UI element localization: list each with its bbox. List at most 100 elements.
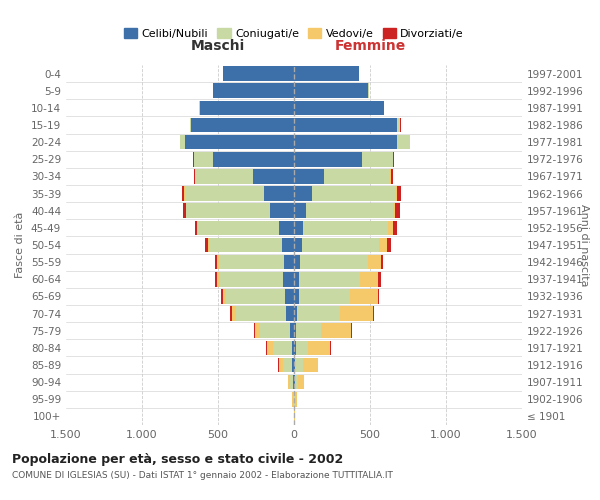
Bar [266,340,274,355]
Bar [285,289,294,304]
Bar [296,324,320,338]
Bar [236,306,286,321]
Bar [388,220,393,235]
Bar [294,118,397,132]
Bar [387,238,391,252]
Bar [350,289,377,304]
Bar [294,289,299,304]
Bar [209,238,282,252]
Bar [180,135,185,150]
Bar [302,238,379,252]
Bar [393,204,395,218]
Bar [377,289,379,304]
Bar [360,272,379,286]
Bar [397,118,400,132]
Bar [286,306,294,321]
Bar [282,238,294,252]
Bar [294,375,295,390]
Bar [351,324,352,338]
Bar [294,255,300,270]
Bar [223,289,226,304]
Bar [391,169,393,184]
Bar [325,169,390,184]
Bar [283,272,294,286]
Bar [215,255,217,270]
Bar [294,186,312,201]
Bar [279,220,294,235]
Bar [194,152,214,166]
Bar [219,255,284,270]
Bar [288,375,290,390]
Bar [182,186,184,201]
Bar [397,135,410,150]
Text: Femmine: Femmine [334,39,406,53]
Bar [299,272,360,286]
Bar [197,220,198,235]
Bar [293,375,294,390]
Bar [220,272,283,286]
Bar [221,289,223,304]
Text: Popolazione per età, sesso e stato civile - 2002: Popolazione per età, sesso e stato civil… [12,452,343,466]
Bar [253,169,294,184]
Bar [269,204,294,218]
Bar [254,324,255,338]
Bar [295,375,298,390]
Bar [279,358,283,372]
Bar [232,306,236,321]
Bar [383,100,385,115]
Bar [303,358,318,372]
Bar [373,306,374,321]
Y-axis label: Fasce di età: Fasce di età [16,212,25,278]
Bar [303,220,388,235]
Bar [308,340,331,355]
Y-axis label: Anni di nascita: Anni di nascita [579,204,589,286]
Bar [294,204,306,218]
Bar [283,358,292,372]
Text: COMUNE DI IGLESIAS (SU) - Dati ISTAT 1° gennaio 2002 - Elaborazione TUTTITALIA.I: COMUNE DI IGLESIAS (SU) - Dati ISTAT 1° … [12,471,393,480]
Bar [379,272,382,286]
Bar [292,358,294,372]
Bar [223,66,294,81]
Bar [294,100,383,115]
Bar [193,152,194,166]
Bar [294,272,299,286]
Bar [294,220,303,235]
Bar [296,340,308,355]
Bar [294,135,397,150]
Bar [230,306,232,321]
Bar [380,255,383,270]
Bar [214,84,294,98]
Bar [292,340,294,355]
Bar [185,186,263,201]
Bar [226,289,285,304]
Bar [294,84,368,98]
Bar [300,255,368,270]
Bar [195,169,253,184]
Bar [340,306,373,321]
Bar [298,375,304,390]
Bar [217,272,220,286]
Bar [294,152,362,166]
Bar [395,204,400,218]
Bar [297,306,340,321]
Bar [290,375,293,390]
Bar [215,272,217,286]
Bar [312,186,396,201]
Bar [194,169,195,184]
Bar [292,392,293,406]
Bar [368,255,380,270]
Text: Maschi: Maschi [191,39,245,53]
Bar [295,358,303,372]
Bar [290,324,294,338]
Bar [299,289,350,304]
Bar [195,220,197,235]
Bar [294,358,295,372]
Bar [393,152,394,166]
Bar [186,204,269,218]
Bar [396,186,397,201]
Bar [190,118,191,132]
Bar [208,238,209,252]
Bar [295,392,296,406]
Bar [185,135,294,150]
Bar [320,324,351,338]
